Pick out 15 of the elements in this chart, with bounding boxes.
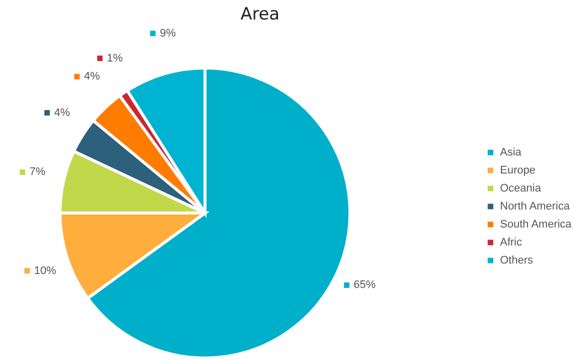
data-label: 65% <box>354 279 376 292</box>
data-label: 10% <box>34 264 56 277</box>
chart-title: Area <box>240 4 280 24</box>
data-label: 4% <box>84 70 100 83</box>
legend-label: North America <box>500 200 571 212</box>
data-label: 7% <box>30 166 46 178</box>
data-label: 4% <box>54 106 70 119</box>
legend-label: Asia <box>500 146 522 158</box>
legend-label: Oceania <box>500 182 542 194</box>
legend-label: Europe <box>500 164 536 176</box>
data-label: 9% <box>160 27 176 40</box>
legend-label: South America <box>500 218 572 230</box>
legend-label: Afric <box>500 236 522 248</box>
data-label: 1% <box>106 52 124 64</box>
legend-label: Others <box>500 254 534 266</box>
